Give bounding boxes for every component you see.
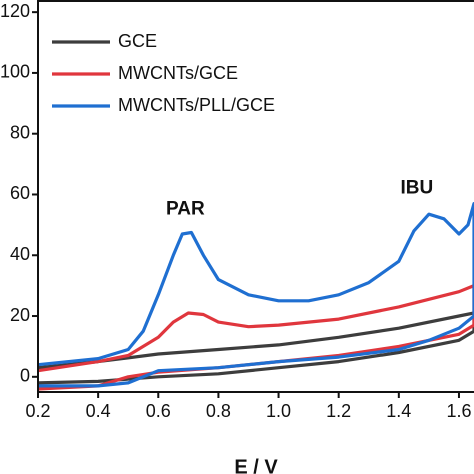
- x-tick-label: 0.8: [206, 401, 231, 421]
- y-tick-label: 100: [0, 62, 30, 82]
- x-tick-label: 1.4: [386, 401, 411, 421]
- x-tick-label: 1.2: [326, 401, 351, 421]
- y-tick-label: 120: [0, 1, 30, 21]
- annotation: IBU: [401, 177, 434, 198]
- x-tick-label: 1.0: [266, 401, 291, 421]
- y-tick-label: 20: [10, 305, 30, 325]
- legend-label: GCE: [118, 31, 157, 51]
- x-tick-label: 1.6: [446, 401, 471, 421]
- series-line: [38, 202, 474, 388]
- annotation: PAR: [166, 199, 205, 220]
- y-tick-label: 40: [10, 244, 30, 264]
- series-line: [38, 284, 474, 391]
- series-line: [38, 311, 474, 385]
- y-tick-label: 80: [10, 122, 30, 142]
- y-tick-label: 60: [10, 183, 30, 203]
- x-tick-label: 0.6: [146, 401, 171, 421]
- y-tick-label: 0: [20, 366, 30, 386]
- x-axis-label: E / V: [234, 456, 278, 474]
- x-tick-label: 0.4: [86, 401, 111, 421]
- legend-label: MWCNTs/GCE: [118, 63, 238, 83]
- legend-label: MWCNTs/PLL/GCE: [118, 95, 275, 115]
- x-tick-label: 0.2: [25, 401, 50, 421]
